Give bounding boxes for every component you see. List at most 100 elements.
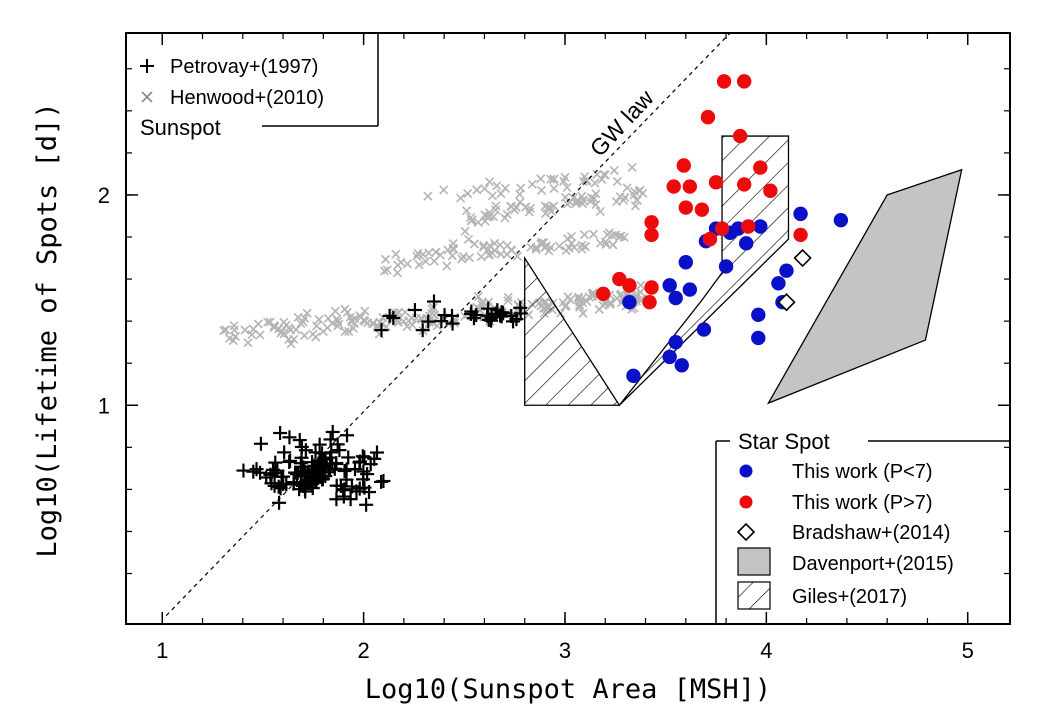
henwood-point-362 [536,174,546,184]
henwood-point-118-b [340,304,350,314]
henwood-point-252-b [424,248,434,258]
henwood-point-53 [308,329,318,339]
petrovay-point-138 [513,300,528,315]
henwood-point-5-b [314,315,324,325]
legend-davenport-label: Davenport+(2015) [792,553,954,575]
henwood-point-280 [566,232,576,242]
petrovay-point-73 [341,450,356,465]
henwood-point-330-b [546,206,556,217]
henwood-point-331 [632,195,642,206]
henwood-point-373-b [592,169,602,179]
henwood-point-64 [473,292,483,302]
henwood-point-256-b [531,242,541,253]
henwood-point-265 [458,251,468,261]
henwood-point-368-b [560,172,570,182]
henwood-point-233-b [479,240,489,251]
henwood-point-172-b [629,303,639,313]
p-gt-7-point-14 [708,175,724,190]
henwood-point-97-b [228,335,238,346]
henwood-point-325 [568,193,579,203]
henwood-point-258-b [412,251,422,261]
petrovay-point-81 [325,424,340,439]
henwood-point-249-b [431,247,441,257]
henwood-point-73 [286,339,296,349]
petrovay-point-53 [253,436,268,451]
henwood-point-359-b [627,162,637,173]
henwood-point-380 [515,189,525,199]
henwood-point-116-b [348,323,359,333]
henwood-point-271 [396,257,406,267]
henwood-point-380-b [515,189,525,199]
henwood-point-327-b [502,209,512,219]
henwood-point-219-b [391,249,401,259]
petrovay-point-19 [329,492,344,507]
henwood-point-63-b [219,325,229,336]
henwood-point-261-b [469,239,480,249]
henwood-point-314-b [630,201,640,211]
henwood-point-254 [382,265,392,275]
henwood-point-243 [561,246,571,256]
henwood-point-191 [588,291,598,301]
henwood-point-333 [611,197,622,207]
petrovay-point-22 [323,432,338,447]
petrovay-point-0 [249,462,264,477]
henwood-point-349-b [615,192,625,202]
henwood-point-79 [229,325,239,335]
legend-bradshaw-symbol [736,522,756,542]
henwood-point-245 [418,249,428,259]
henwood-point-279 [489,238,500,248]
petrovay-point-78 [356,464,371,479]
henwood-point-5 [314,315,324,325]
henwood-point-267 [447,251,457,261]
henwood-point-283 [577,240,587,250]
henwood-point-91-b [296,318,306,328]
henwood-point-44-b [262,317,273,327]
henwood-point-238 [531,245,541,255]
henwood-point-253 [507,245,517,255]
henwood-point-254-b [382,265,392,275]
henwood-point-263-b [608,240,618,250]
henwood-point-347 [467,215,477,225]
p-lt-7-point-19 [771,276,786,291]
legend-starspot-title: Star Spot [738,429,830,454]
petrovay-point-150 [493,308,508,323]
henwood-point-266-b [476,252,486,262]
p-lt-7-point-6 [668,290,683,306]
petrovay-point-39 [267,478,282,493]
henwood-point-265-b [458,251,468,261]
henwood-point-326-b [540,208,551,219]
henwood-point-47-b [240,325,250,335]
henwood-point-202-b [574,302,585,312]
henwood-point-86-b [323,313,333,324]
henwood-point-263 [608,240,618,250]
p-gt-7-point-5 [644,227,659,243]
henwood-point-307-b [595,206,605,216]
henwood-point-294-b [460,226,470,236]
henwood-point-67 [393,317,403,328]
henwood-point-38 [289,334,299,344]
henwood-point-51-b [400,307,410,317]
petrovay-point-62 [370,445,385,460]
petrovay-point-10 [236,463,251,478]
henwood-point-384-b [546,174,556,184]
p-gt-7-point-22 [793,227,808,243]
henwood-point-40-b [369,318,379,329]
henwood-point-305-b [515,197,525,207]
p-gt-7-point-15 [714,221,730,236]
petrovay-point-82 [270,463,285,478]
henwood-point-358 [463,188,473,199]
henwood-point-294 [460,226,470,236]
henwood-point-191-b [588,291,598,301]
henwood-point-181-b [605,298,616,308]
henwood-point-382 [549,174,559,184]
henwood-point-273-b [546,242,556,252]
henwood-point-77-b [344,326,354,337]
henwood-point-377-b [536,185,547,195]
petrovay-point-118 [301,466,316,481]
x-tick-label-4: 5 [962,638,974,663]
legend-giles-label: Giles+(2017) [792,586,907,608]
gw-law-annotation: GW law [585,85,659,162]
henwood-point-357 [484,177,495,187]
henwood-point-361-b [439,185,449,195]
p-gt-7-point-13 [702,231,718,247]
